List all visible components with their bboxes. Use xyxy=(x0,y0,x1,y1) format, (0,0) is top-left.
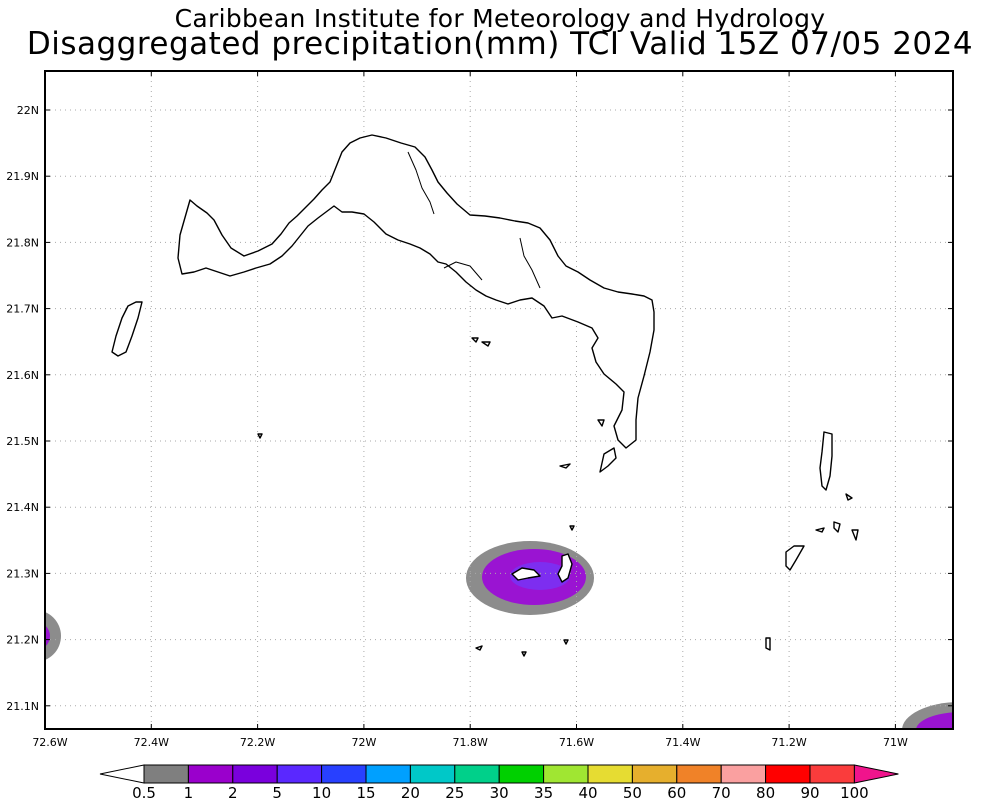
lat-label: 21.6N xyxy=(6,369,39,382)
caicos-inner-channel xyxy=(407,151,541,289)
west-caicos xyxy=(111,301,143,357)
colorbar-label: 5 xyxy=(272,784,282,800)
ambergris-cay-east xyxy=(557,553,573,583)
grand-turk xyxy=(819,431,833,491)
title-product: Disaggregated precipitation(mm) TCI Vali… xyxy=(26,26,974,62)
colorbar-label: 70 xyxy=(712,784,731,800)
colorbar-swatch xyxy=(232,764,278,784)
colorbar-swatch xyxy=(143,764,189,784)
colorbar-label: 50 xyxy=(623,784,642,800)
lon-label: 72.6W xyxy=(32,736,67,749)
cay-7 xyxy=(765,637,771,651)
colorbar-swatch xyxy=(765,764,811,784)
plot-frame xyxy=(44,70,954,730)
colorbar-swatch xyxy=(809,764,855,784)
colorbar-label: 2 xyxy=(228,784,238,800)
colorbar-label: 30 xyxy=(490,784,509,800)
cay-10 xyxy=(521,651,527,657)
colorbar-swatch xyxy=(676,764,722,784)
lat-label: 21.3N xyxy=(6,567,39,580)
colorbar-swatch xyxy=(409,764,456,784)
lon-label: 72.2W xyxy=(240,736,275,749)
salt-cay xyxy=(785,545,805,571)
cay-2 xyxy=(481,341,491,347)
rain-corner-purple xyxy=(916,712,953,729)
colorbar-label: 40 xyxy=(578,784,597,800)
cay-5 xyxy=(833,521,841,533)
cay-6 xyxy=(851,529,859,541)
lat-label: 21.5N xyxy=(6,435,39,448)
colorbar-label: 100 xyxy=(840,784,869,800)
cay-3 xyxy=(559,463,571,469)
cay-1 xyxy=(471,337,479,343)
lon-label: 72W xyxy=(351,736,376,749)
colorbar-swatch xyxy=(321,764,367,784)
longitude-labels: 72.6W 72.4W 72.2W 72W 71.8W 71.6W 71.4W 71.2W 71… xyxy=(32,736,908,749)
colorbar-swatch xyxy=(543,764,589,784)
latitude-labels: 22N 21.9N 21.8N 21.7N 21.6N 21.5N 21.4N 21.3N 21… xyxy=(6,104,39,713)
colorbar-swatch xyxy=(454,764,500,784)
rain-west-purple xyxy=(45,625,50,647)
lat-label: 22N xyxy=(17,104,39,117)
cay-4 xyxy=(815,527,825,533)
lat-lon-grid xyxy=(45,71,953,729)
colorbar-swatch xyxy=(276,764,323,784)
colorbar-swatch xyxy=(365,764,411,784)
colorbar-label: 0.5 xyxy=(132,784,156,800)
axis-ticks xyxy=(44,71,953,729)
colorbar-swatch xyxy=(587,764,633,784)
cay-14 xyxy=(845,493,853,501)
rain-west-grey xyxy=(45,612,61,660)
colorbar-label: 80 xyxy=(756,784,775,800)
lat-label: 21.1N xyxy=(6,700,39,713)
lat-label: 21.9N xyxy=(6,170,39,183)
colorbar-swatch xyxy=(187,764,234,784)
cay-12 xyxy=(257,433,263,439)
south-caicos xyxy=(599,447,617,473)
lon-label: 71.4W xyxy=(665,736,700,749)
colorbar: 0.5 1 2 5 10 15 20 25 30 35 40 50 60 70 80 90 100 xyxy=(99,764,899,800)
lon-label: 71.6W xyxy=(559,736,594,749)
colorbar-high-arrow xyxy=(853,764,899,784)
lon-label: 72.4W xyxy=(134,736,169,749)
colorbar-label: 25 xyxy=(445,784,464,800)
lat-label: 21.8N xyxy=(6,236,39,249)
caicos-islands-main xyxy=(177,134,655,449)
rain-shading xyxy=(45,541,953,729)
colorbar-swatch xyxy=(631,764,678,784)
colorbar-label: 1 xyxy=(184,784,194,800)
lat-label: 21.2N xyxy=(6,634,39,647)
lon-label: 71.2W xyxy=(771,736,806,749)
colorbar-label: 60 xyxy=(667,784,686,800)
cay-8 xyxy=(597,419,605,427)
lon-label: 71.8W xyxy=(453,736,488,749)
cay-13 xyxy=(569,525,575,531)
colorbar-label: 15 xyxy=(356,784,375,800)
ambergris-cay-west xyxy=(511,567,541,581)
cay-11 xyxy=(563,639,569,645)
lon-label: 71W xyxy=(883,736,908,749)
colorbar-label: 10 xyxy=(312,784,331,800)
colorbar-swatch xyxy=(720,764,767,784)
colorbar-low-arrow xyxy=(99,764,145,784)
colorbar-label: 20 xyxy=(401,784,420,800)
colorbar-label: 35 xyxy=(534,784,553,800)
lat-label: 21.4N xyxy=(6,501,39,514)
colorbar-label: 90 xyxy=(800,784,819,800)
coastlines xyxy=(111,134,859,657)
lat-label: 21.7N xyxy=(6,303,39,316)
colorbar-swatch xyxy=(498,764,545,784)
title-institute: Caribbean Institute for Meteorology and … xyxy=(174,4,826,33)
cay-9 xyxy=(475,645,483,651)
